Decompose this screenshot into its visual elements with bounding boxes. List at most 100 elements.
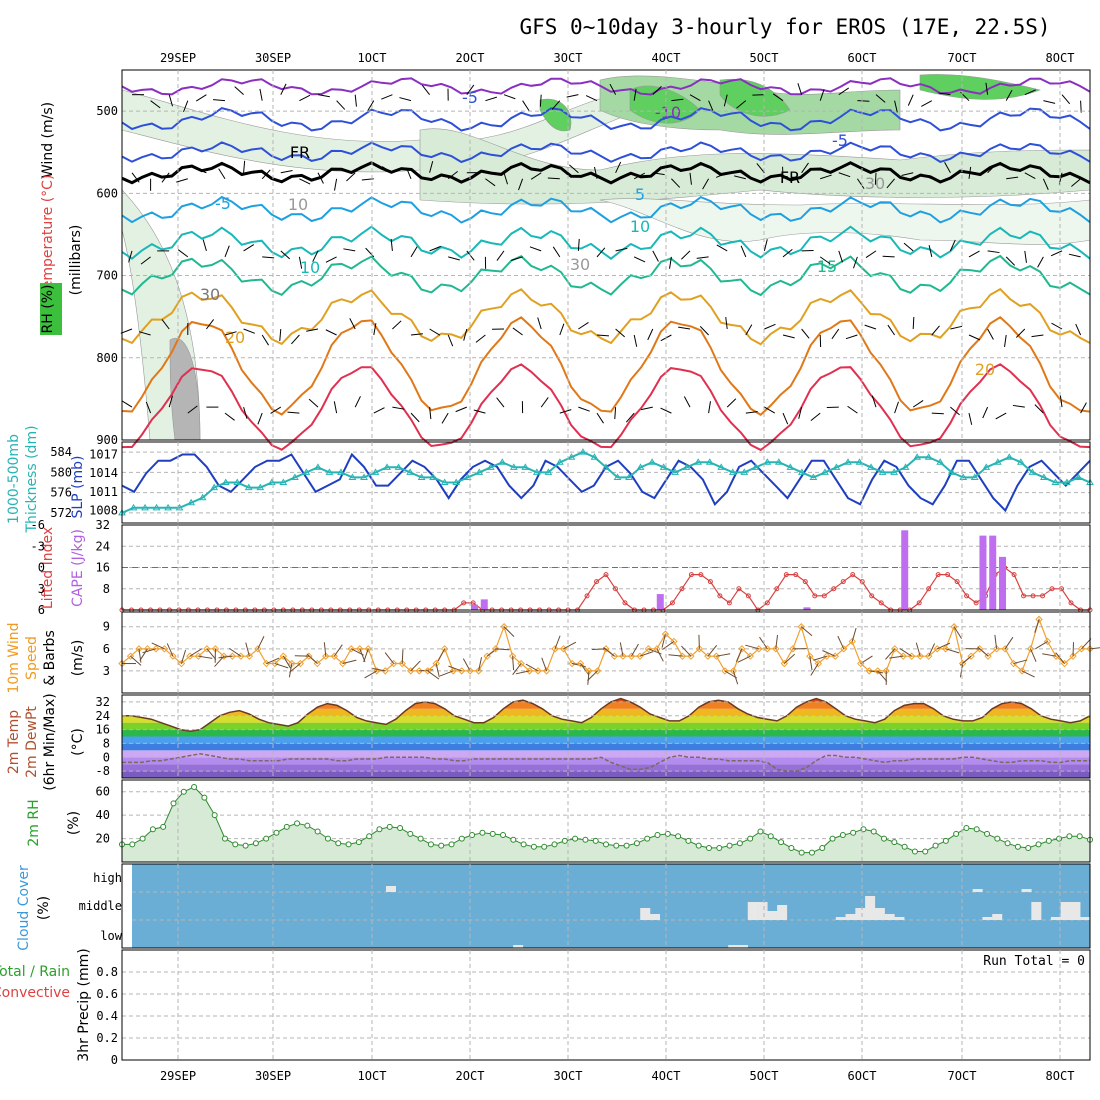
wind-barb (1037, 256, 1044, 268)
wind-barb (128, 250, 133, 263)
wind-barb (865, 250, 877, 259)
wind-barb (381, 166, 393, 174)
p5-tick: 8 (103, 736, 110, 750)
wind-barb-10m (189, 648, 203, 657)
wind-barb (950, 406, 960, 416)
rh-marker (232, 841, 239, 848)
wind-barb-10m (142, 648, 157, 654)
wind-speed-marker (670, 637, 678, 646)
rh-marker (530, 843, 537, 850)
thickness-marker (867, 463, 875, 470)
wind-barb (845, 334, 858, 340)
date-label-bottom: 2OCT (456, 1069, 485, 1083)
rh-marker (458, 835, 465, 842)
thickness-marker (590, 453, 599, 460)
wind-barb (853, 256, 858, 269)
thickness-marker (521, 463, 530, 470)
contour-label-0: -5 (462, 88, 478, 107)
wind-barb (671, 98, 684, 102)
thickness-marker (1005, 453, 1014, 460)
wind-speed-marker (823, 652, 831, 660)
wind-barb (421, 84, 430, 95)
wind-barb-10m (945, 648, 960, 654)
li-marker (745, 593, 751, 599)
wind-barb-10m (1081, 638, 1092, 650)
rh-marker (283, 823, 290, 830)
wind-barb-10m (783, 653, 796, 664)
li-marker (878, 600, 884, 606)
rh-marker (572, 835, 579, 842)
wind-barb-10m (899, 648, 912, 657)
p3-cape-tick: 32 (96, 518, 110, 532)
rh-marker (129, 841, 136, 848)
rh-marker (160, 823, 167, 830)
p6-tick: 40 (96, 808, 110, 822)
rh-marker (541, 843, 548, 850)
wind-speed-marker (593, 667, 602, 675)
p5-tick: 24 (96, 709, 110, 723)
thickness-marker (1040, 473, 1048, 480)
p1-tick-label: 500 (96, 104, 118, 118)
cloud-cell (767, 911, 778, 920)
wind-barb (485, 178, 496, 187)
thickness-marker (1063, 478, 1071, 485)
p3-li-tick: -6 (31, 518, 45, 532)
li-marker (1068, 600, 1074, 606)
rh-marker (664, 830, 671, 837)
rh-marker (798, 849, 805, 856)
wind-speed-marker (474, 667, 483, 675)
thickness-marker (625, 473, 633, 480)
wind-barb-10m (851, 627, 857, 642)
rh-marker (314, 828, 321, 835)
thickness-marker (878, 468, 887, 475)
rh-marker (139, 835, 146, 842)
temp-contour-25 (121, 316, 1091, 416)
wind-barb (312, 250, 319, 262)
wind-speed-marker (466, 667, 474, 675)
p5-label-a: 2m Temp (6, 710, 22, 774)
p7-frame (121, 863, 1091, 949)
wind-barb (392, 406, 405, 410)
wind-barb (702, 178, 710, 190)
li-marker (622, 600, 628, 606)
wind-barb (894, 401, 899, 414)
rh-marker (438, 842, 445, 849)
thickness-marker (993, 458, 1002, 465)
wind-barb-10m (563, 641, 577, 650)
rh-area-1 (419, 128, 1091, 205)
temp-contour-10 (121, 225, 1091, 260)
wind-barb (367, 100, 375, 112)
wind-barb (1024, 89, 1036, 96)
date-label-top: 29SEP (160, 51, 196, 65)
wind-barb (392, 320, 402, 330)
wind-barb (745, 411, 758, 414)
cloud-cell (1070, 902, 1081, 920)
wind-barb-10m (130, 655, 142, 666)
cloud-cell (640, 908, 651, 920)
thickness-marker (602, 463, 610, 470)
wind-barb (551, 100, 561, 111)
wind-speed-marker (432, 659, 440, 668)
wind-barb-10m (515, 670, 530, 675)
wind-barb (1034, 404, 1044, 414)
wind-barb (299, 94, 311, 102)
wind-speed-marker (169, 652, 177, 660)
wind-barb-10m (266, 657, 280, 665)
rh-marker (942, 837, 949, 844)
temp-contour-15 (121, 254, 1091, 297)
thickness-marker (486, 463, 495, 470)
wind-speed-marker (126, 652, 135, 660)
p2-left-tick: 584 (50, 445, 72, 459)
wind-barb (736, 100, 747, 109)
wind-barb (987, 163, 997, 174)
temp-contour-freezing (121, 161, 1091, 185)
wind-barb (503, 172, 508, 185)
contour-label-11: 20 (975, 360, 995, 379)
rh-marker (891, 839, 898, 846)
wind-speed-marker (143, 645, 152, 653)
wind-barb (725, 317, 728, 330)
p4-tick: 3 (103, 664, 110, 678)
contour-label-5: -5 (215, 194, 231, 213)
wind-speed-marker (347, 645, 355, 653)
cloud-cell (855, 908, 866, 920)
